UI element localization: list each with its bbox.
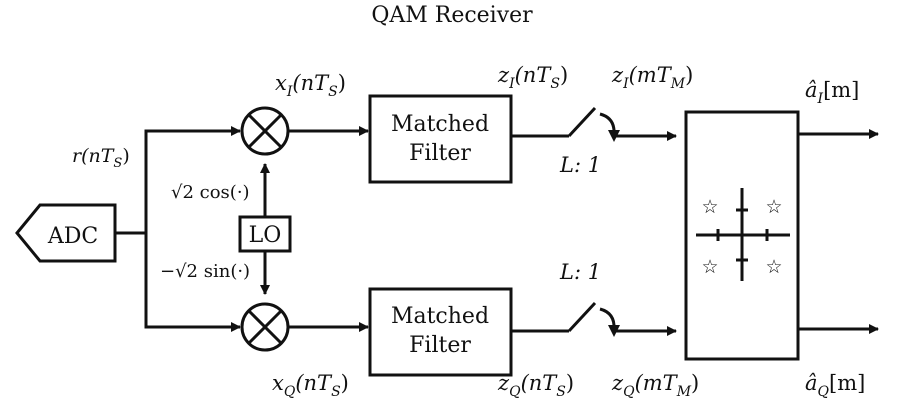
constellation-point-2: ☆ (765, 196, 782, 218)
svg-text:Matched: Matched (391, 112, 489, 137)
input-signal-label: r(nTS) (72, 145, 130, 171)
matched-filter-top: Matched Filter (368, 94, 513, 184)
matched-filter-bottom: Matched Filter (368, 287, 513, 377)
svg-text:Filter: Filter (409, 333, 471, 358)
zi-n-label: zI(nTS) (497, 63, 568, 92)
adc-block: ADC (15, 203, 117, 263)
zq-n-label: zQ(nTS) (497, 371, 574, 400)
adc-label: ADC (47, 224, 98, 249)
bottom-sampler-switch (511, 301, 677, 337)
decimation-bottom-label: L: 1 (559, 260, 601, 284)
xq-label: xQ(nTS) (272, 371, 349, 400)
bottom-mixer (240, 302, 290, 352)
output-q-label: âQ[m] (805, 371, 865, 400)
top-sampler-switch (511, 106, 677, 142)
lo-label: LO (249, 223, 282, 248)
diagram-title: QAM Receiver (371, 3, 533, 28)
constellation-point-3: ☆ (701, 256, 718, 278)
xi-label: xI(nTS) (275, 71, 346, 100)
output-i-label: âI[m] (805, 78, 859, 107)
decimation-top-label: L: 1 (559, 153, 601, 177)
constellation-point-1: ☆ (701, 196, 718, 218)
svg-text:Matched: Matched (391, 304, 489, 329)
constellation-point-4: ☆ (765, 256, 782, 278)
top-mixer (240, 106, 290, 156)
lo-block: LO (238, 215, 292, 253)
svg-text:Filter: Filter (409, 141, 471, 166)
lo-sin-label: −√2 sin(·) (160, 261, 250, 282)
lo-cos-label: √2 cos(·) (171, 182, 250, 203)
decision-block: ☆ ☆ ☆ ☆ (684, 110, 800, 361)
zq-m-label: zQ(mTM) (611, 371, 699, 400)
zi-m-label: zI(mTM) (611, 63, 693, 92)
